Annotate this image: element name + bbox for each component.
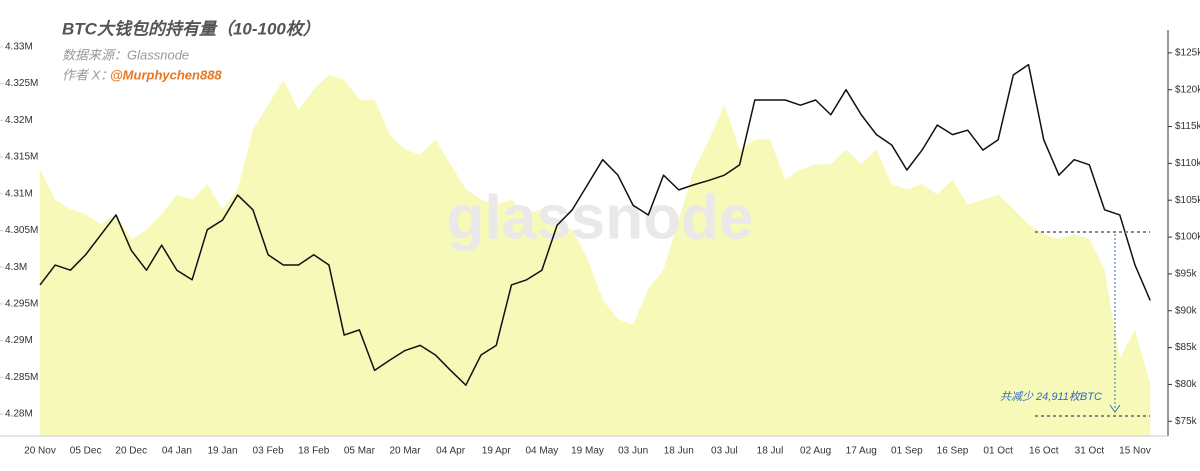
x-tick-label: 20 Mar [389,446,421,457]
y2-tick-label: $75k [1175,416,1198,427]
x-tick-label: 17 Aug [846,446,877,457]
x-tick-label: 04 Jan [162,446,192,457]
x-tick-label: 15 Nov [1119,446,1151,457]
area-layer [40,74,1151,436]
y2-tick-label: $105k [1175,195,1200,206]
line [39,63,1151,386]
y2-tick-label: $100k [1175,232,1200,243]
y-tick-label: 4.3M [5,262,27,273]
author-label: 作者 X： [62,67,113,82]
subtitle: 数据来源：Glassnode [62,47,189,62]
x-tick-label: 31 Oct [1075,446,1105,457]
y-tick-label: 4.325M [5,78,38,89]
x-tick-label: 05 Dec [70,446,102,457]
x-tick-label: 01 Oct [983,446,1013,457]
y2-tick-label: $85k [1175,342,1198,353]
y2-tick-label: $110k [1175,158,1200,169]
y-tick-label: 4.29M [5,335,33,346]
y2-tick-label: $120k [1175,84,1200,95]
area [40,74,1151,436]
x-tick-label: 04 Apr [436,446,466,457]
x-tick-label: 20 Nov [24,446,56,457]
y-tick-label: 4.315M [5,152,38,163]
x-tick-label: 18 Feb [298,446,330,457]
x-tick-label: 18 Jul [757,446,784,457]
x-tick-label: 03 Feb [253,446,285,457]
line-layer [39,63,1151,386]
annotation: 共减少 24,911枚BTC [1000,390,1102,403]
y-tick-label: 4.33M [5,42,33,53]
y2-tick-label: $95k [1175,269,1198,280]
x-tick-label: 05 Mar [344,446,376,457]
x-tick-label: 19 Jan [207,446,237,457]
y2-tick-label: $90k [1175,305,1198,316]
x-tick-label: 01 Sep [891,446,923,457]
watermark: glassnode [447,183,754,252]
x-tick-label: 02 Aug [800,446,831,457]
x-tick-label: 03 Jun [618,446,648,457]
author-handle: @Murphychen888 [110,67,222,82]
chart-title: BTC大钱包的持有量（10-100枚） [62,19,320,38]
x-tick-label: 18 Jun [664,446,694,457]
y-tick-label: 4.305M [5,225,38,236]
y2-tick-label: $115k [1175,121,1200,132]
x-tick-label: 16 Sep [937,446,969,457]
x-tick-label: 03 Jul [711,446,738,457]
arrow-head [1109,404,1121,413]
y-tick-label: 4.32M [5,115,33,126]
y2-tick-label: $125k [1175,47,1200,58]
x-tick-label: 20 Dec [115,446,147,457]
y-tick-label: 4.285M [5,372,38,383]
x-tick-label: 04 May [525,446,558,457]
x-tick-label: 16 Oct [1029,446,1059,457]
x-tick-label: 19 May [571,446,604,457]
y2-tick-label: $80k [1175,379,1198,390]
y-tick-label: 4.31M [5,188,33,199]
y-tick-label: 4.28M [5,409,33,420]
x-tick-label: 19 Apr [482,446,512,457]
y-tick-label: 4.295M [5,298,38,309]
